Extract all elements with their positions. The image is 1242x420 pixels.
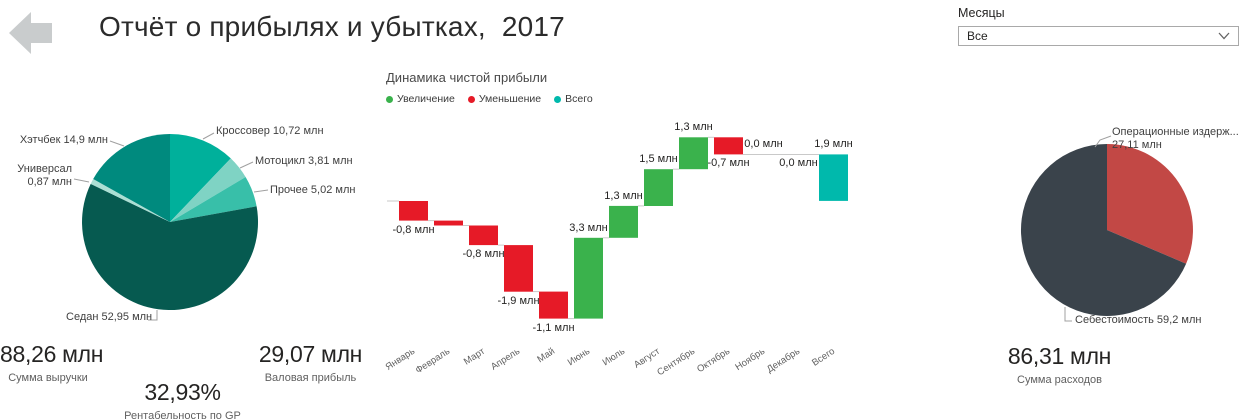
- waterfall-bar-label: -0,8 млн: [462, 248, 505, 260]
- revenue-pie-slice-label: Мотоцикл 3,81 млн: [255, 155, 353, 167]
- waterfall-bar-2[interactable]: [469, 225, 498, 246]
- revenue-pie-slice-label: Кроссовер 10,72 млн: [216, 125, 324, 137]
- leader-line: [109, 140, 125, 147]
- kpi-value: 88,26 млн: [0, 341, 104, 367]
- leader-line: [239, 161, 254, 169]
- kpi-value: 32,93%: [144, 379, 221, 405]
- revenue-pie-slice-4[interactable]: [90, 179, 170, 222]
- expense-pie-slice-1[interactable]: [1020, 144, 1187, 316]
- kpi-value: 29,07 млн: [258, 341, 363, 367]
- revenue-pie-slice-1[interactable]: [170, 158, 246, 222]
- expense-pie-slice-0[interactable]: [1107, 144, 1193, 264]
- revenue-pie-slice-label: Универсал 0,87 млн: [17, 163, 72, 188]
- kpi-label: Сумма расходов: [1017, 374, 1102, 386]
- waterfall-bar-5[interactable]: [574, 237, 603, 319]
- waterfall-bar-3[interactable]: [504, 245, 533, 292]
- waterfall-bar-label: 0,0 млн: [779, 157, 818, 169]
- legend-dot-icon: [467, 95, 475, 103]
- slicer-label: Месяцы: [958, 6, 1005, 20]
- waterfall-bar-1[interactable]: [434, 220, 463, 226]
- month-slicer: Месяцы Все: [958, 6, 1239, 46]
- waterfall-bar-label: 3,3 млн: [569, 222, 608, 234]
- waterfall-bar-label: 1,3 млн: [674, 121, 713, 133]
- revenue-pie-slice-3[interactable]: [82, 183, 259, 311]
- revenue-pie-slice-2[interactable]: [170, 177, 257, 222]
- expense-pie-slice-label: Себестоимость 59,2 млн: [1075, 314, 1202, 326]
- legend-item-2[interactable]: Всего: [554, 93, 593, 105]
- kpi-label: Сумма выручки: [8, 372, 88, 384]
- legend-dot-icon: [554, 95, 562, 103]
- kpi-card-revenue: 88,26 млн Сумма выручки: [0, 341, 104, 384]
- waterfall-bar-label: 1,3 млн: [604, 190, 643, 202]
- kpi-card-expenses: 86,31 млн Сумма расходов: [1007, 343, 1112, 386]
- waterfall-bar-label: 1,5 млн: [639, 153, 678, 165]
- waterfall-bar-7[interactable]: [644, 169, 673, 206]
- waterfall-axis-label: Всего: [809, 345, 837, 369]
- waterfall-bar-label: -0,7 млн: [707, 157, 750, 169]
- leader-line: [1064, 307, 1072, 322]
- waterfall-title: Динамика чистой прибыли: [386, 70, 548, 85]
- kpi-card-gp-margin: 32,93% Рентабельность по GP: [120, 379, 245, 420]
- waterfall-bar-6[interactable]: [609, 205, 638, 238]
- legend-label: Всего: [565, 93, 593, 105]
- waterfall-bar-9[interactable]: [714, 137, 743, 155]
- waterfall-bar-label: -1,1 млн: [532, 322, 575, 334]
- chevron-down-icon: [1218, 32, 1230, 40]
- legend-label: Увеличение: [397, 93, 455, 105]
- kpi-label: Валовая прибыль: [264, 372, 357, 384]
- back-button[interactable]: [8, 9, 54, 57]
- waterfall-legend: Увеличение Уменьшение Всего: [386, 93, 593, 105]
- leader-line: [148, 310, 158, 321]
- waterfall-bar-label: 0,0 млн: [744, 138, 783, 150]
- waterfall-bar-8[interactable]: [679, 137, 708, 170]
- revenue-pie-slice-label: Прочее 5,02 млн: [270, 184, 356, 196]
- revenue-pie-slice-0[interactable]: [170, 134, 231, 222]
- expense-pie-slice-label: Операционные издерж... 27,11 млн: [1112, 126, 1239, 151]
- revenue-pie-slice-5[interactable]: [93, 134, 170, 222]
- revenue-pie-slice-label: Хэтчбек 14,9 млн: [19, 134, 108, 146]
- kpi-label: Рентабельность по GP: [124, 410, 241, 420]
- kpi-card-gross-profit: 29,07 млн Валовая прибыль: [258, 341, 363, 384]
- legend-label: Уменьшение: [478, 93, 542, 105]
- legend-dot-icon: [386, 95, 393, 103]
- waterfall-bar-0[interactable]: [399, 201, 428, 221]
- leader-line: [253, 189, 269, 193]
- waterfall-bar-label: 1,9 млн: [814, 138, 853, 150]
- kpi-value: 86,31 млн: [1007, 343, 1112, 369]
- waterfall-bar-label: -1,9 млн: [497, 295, 540, 307]
- waterfall-bar-12[interactable]: [819, 154, 848, 201]
- legend-item-0[interactable]: Увеличение: [386, 93, 455, 105]
- page-title: Отчёт о прибылях и убытках, 2017: [99, 11, 565, 42]
- waterfall-bar-label: -0,8 млн: [392, 224, 435, 236]
- legend-item-1[interactable]: Уменьшение: [467, 93, 542, 105]
- slicer-dropdown[interactable]: Все: [958, 26, 1239, 46]
- waterfall-bar-4[interactable]: [539, 291, 568, 319]
- leader-line: [1094, 135, 1112, 148]
- leader-line: [202, 132, 215, 140]
- leader-line: [73, 178, 90, 183]
- revenue-pie-slice-label: Седан 52,95 млн: [66, 311, 153, 323]
- back-arrow-icon: [9, 12, 52, 54]
- slicer-value: Все: [967, 29, 988, 43]
